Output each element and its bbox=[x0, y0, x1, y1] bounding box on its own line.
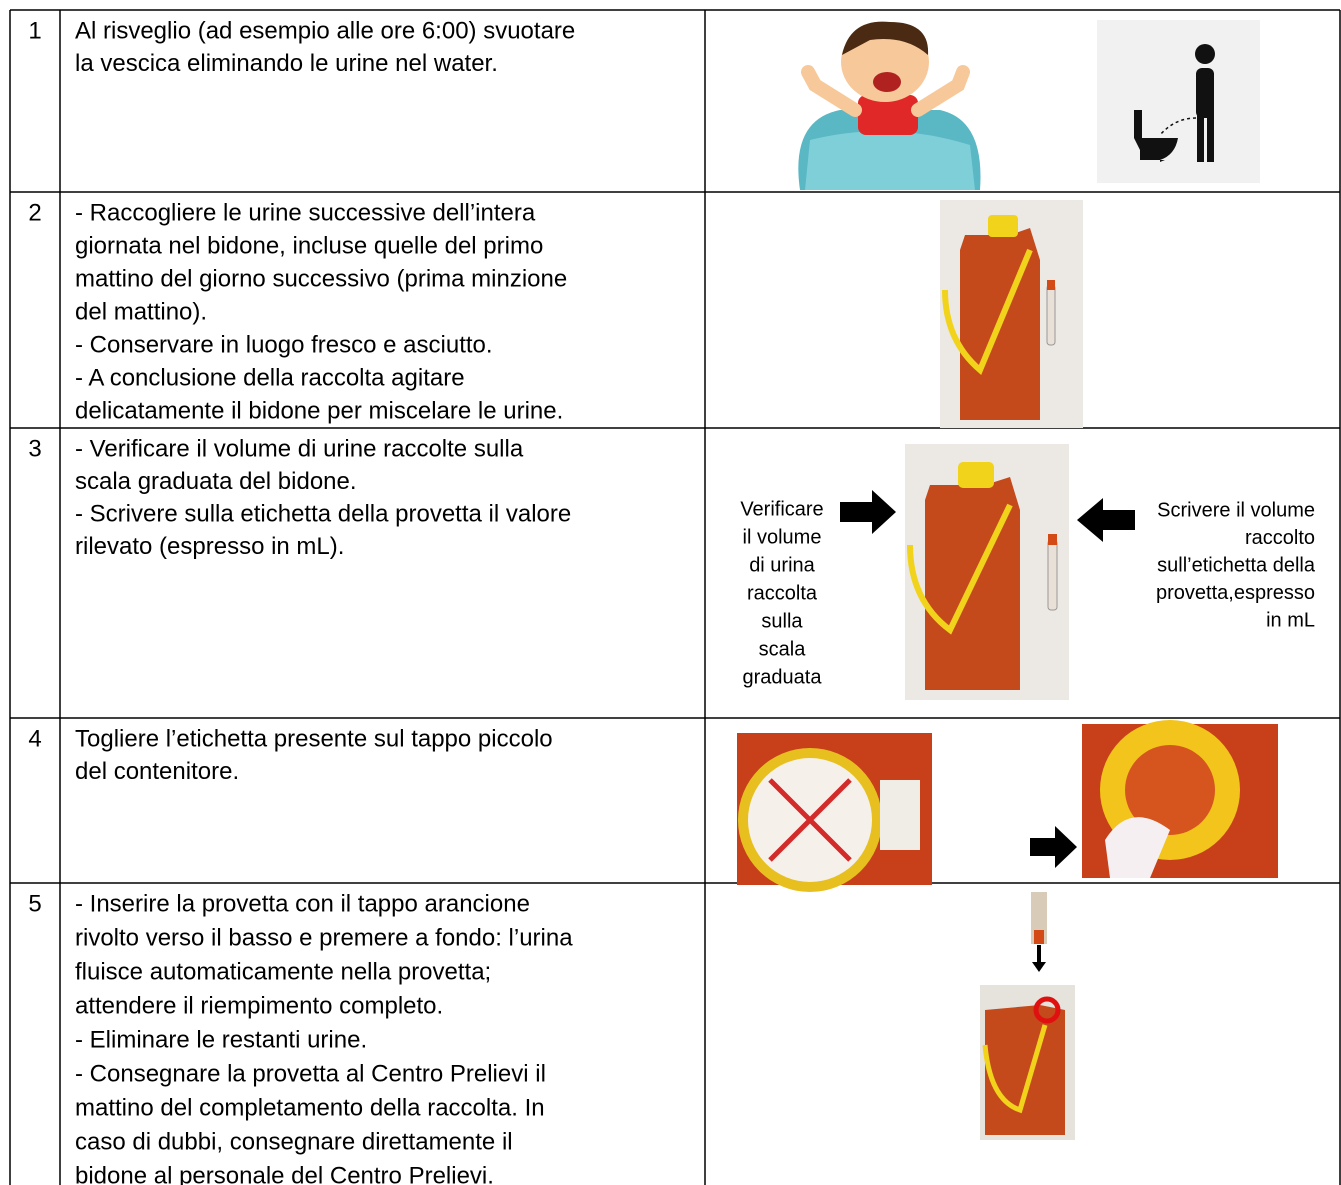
step-text: rilevato (espresso in mL). bbox=[75, 533, 344, 560]
arrow-left bbox=[1077, 498, 1135, 542]
step-text: - Inserire la provetta con il tappo aran… bbox=[75, 890, 530, 917]
step-text: Al risveglio (ad esempio alle ore 6:00) … bbox=[75, 17, 575, 44]
step-text: - Scrivere sulla etichetta della provett… bbox=[75, 500, 571, 527]
note-left: di urina bbox=[749, 554, 815, 576]
step-text: fluisce automaticamente nella provetta; bbox=[75, 958, 491, 985]
cap-open-photo bbox=[1082, 720, 1278, 878]
step-text: mattino del completamento della raccolta… bbox=[75, 1094, 545, 1121]
note-left: sulla bbox=[761, 610, 803, 632]
step-text: bidone al personale del Centro Prelievi. bbox=[75, 1162, 494, 1185]
note-left: Verificare bbox=[740, 498, 823, 520]
step-text: - A conclusione della raccolta agitare bbox=[75, 364, 465, 391]
step-number: 2 bbox=[28, 199, 41, 226]
step-text: - Eliminare le restanti urine. bbox=[75, 1026, 367, 1053]
arrow-right bbox=[840, 490, 896, 534]
step-text: delicatamente il bidone per miscelare le… bbox=[75, 397, 563, 424]
arrow-right bbox=[1030, 826, 1077, 868]
step-text: - Consegnare la provetta al Centro Preli… bbox=[75, 1060, 546, 1087]
note-right: sull’etichetta della bbox=[1157, 554, 1316, 576]
step-text: rivolto verso il basso e premere a fondo… bbox=[75, 924, 573, 951]
step-text: Togliere l’etichetta presente sul tappo … bbox=[75, 725, 553, 752]
wakeup-illustration bbox=[798, 21, 981, 190]
note-left: scala bbox=[759, 638, 807, 660]
note-left: graduata bbox=[743, 666, 823, 688]
insert-tube-photo bbox=[980, 892, 1075, 1140]
toilet-icon bbox=[1097, 20, 1260, 183]
step-text: del contenitore. bbox=[75, 758, 239, 785]
note-right: Scrivere il volume bbox=[1157, 499, 1315, 521]
note-right: in mL bbox=[1266, 609, 1315, 631]
step-text: la vescica eliminando le urine nel water… bbox=[75, 50, 498, 77]
step-text: - Raccogliere le urine successive dell’i… bbox=[75, 199, 536, 226]
note-left: raccolta bbox=[747, 582, 818, 604]
container-photo bbox=[940, 200, 1083, 428]
step-number: 3 bbox=[28, 435, 41, 462]
table-grid bbox=[9, 9, 1341, 1185]
note-right: raccolto bbox=[1245, 527, 1315, 549]
step-number: 4 bbox=[28, 725, 41, 752]
step-text: giornata nel bidone, incluse quelle del … bbox=[75, 232, 543, 259]
step-text: - Verificare il volume di urine raccolte… bbox=[75, 435, 524, 462]
step-text: - Conservare in luogo fresco e asciutto. bbox=[75, 331, 493, 358]
step-text: mattino del giorno successivo (prima min… bbox=[75, 265, 567, 292]
step-text: scala graduata del bidone. bbox=[75, 468, 357, 495]
step-text: del mattino). bbox=[75, 298, 207, 325]
container-photo bbox=[905, 444, 1069, 700]
step-text: caso di dubbi, consegnare direttamente i… bbox=[75, 1128, 513, 1155]
step-number: 5 bbox=[28, 890, 41, 917]
note-left: il volume bbox=[743, 526, 822, 548]
cap-label-photo bbox=[737, 733, 932, 892]
step-number: 1 bbox=[28, 17, 41, 44]
note-right: provetta,espresso bbox=[1156, 582, 1315, 604]
step-text: attendere il riempimento completo. bbox=[75, 992, 443, 1019]
